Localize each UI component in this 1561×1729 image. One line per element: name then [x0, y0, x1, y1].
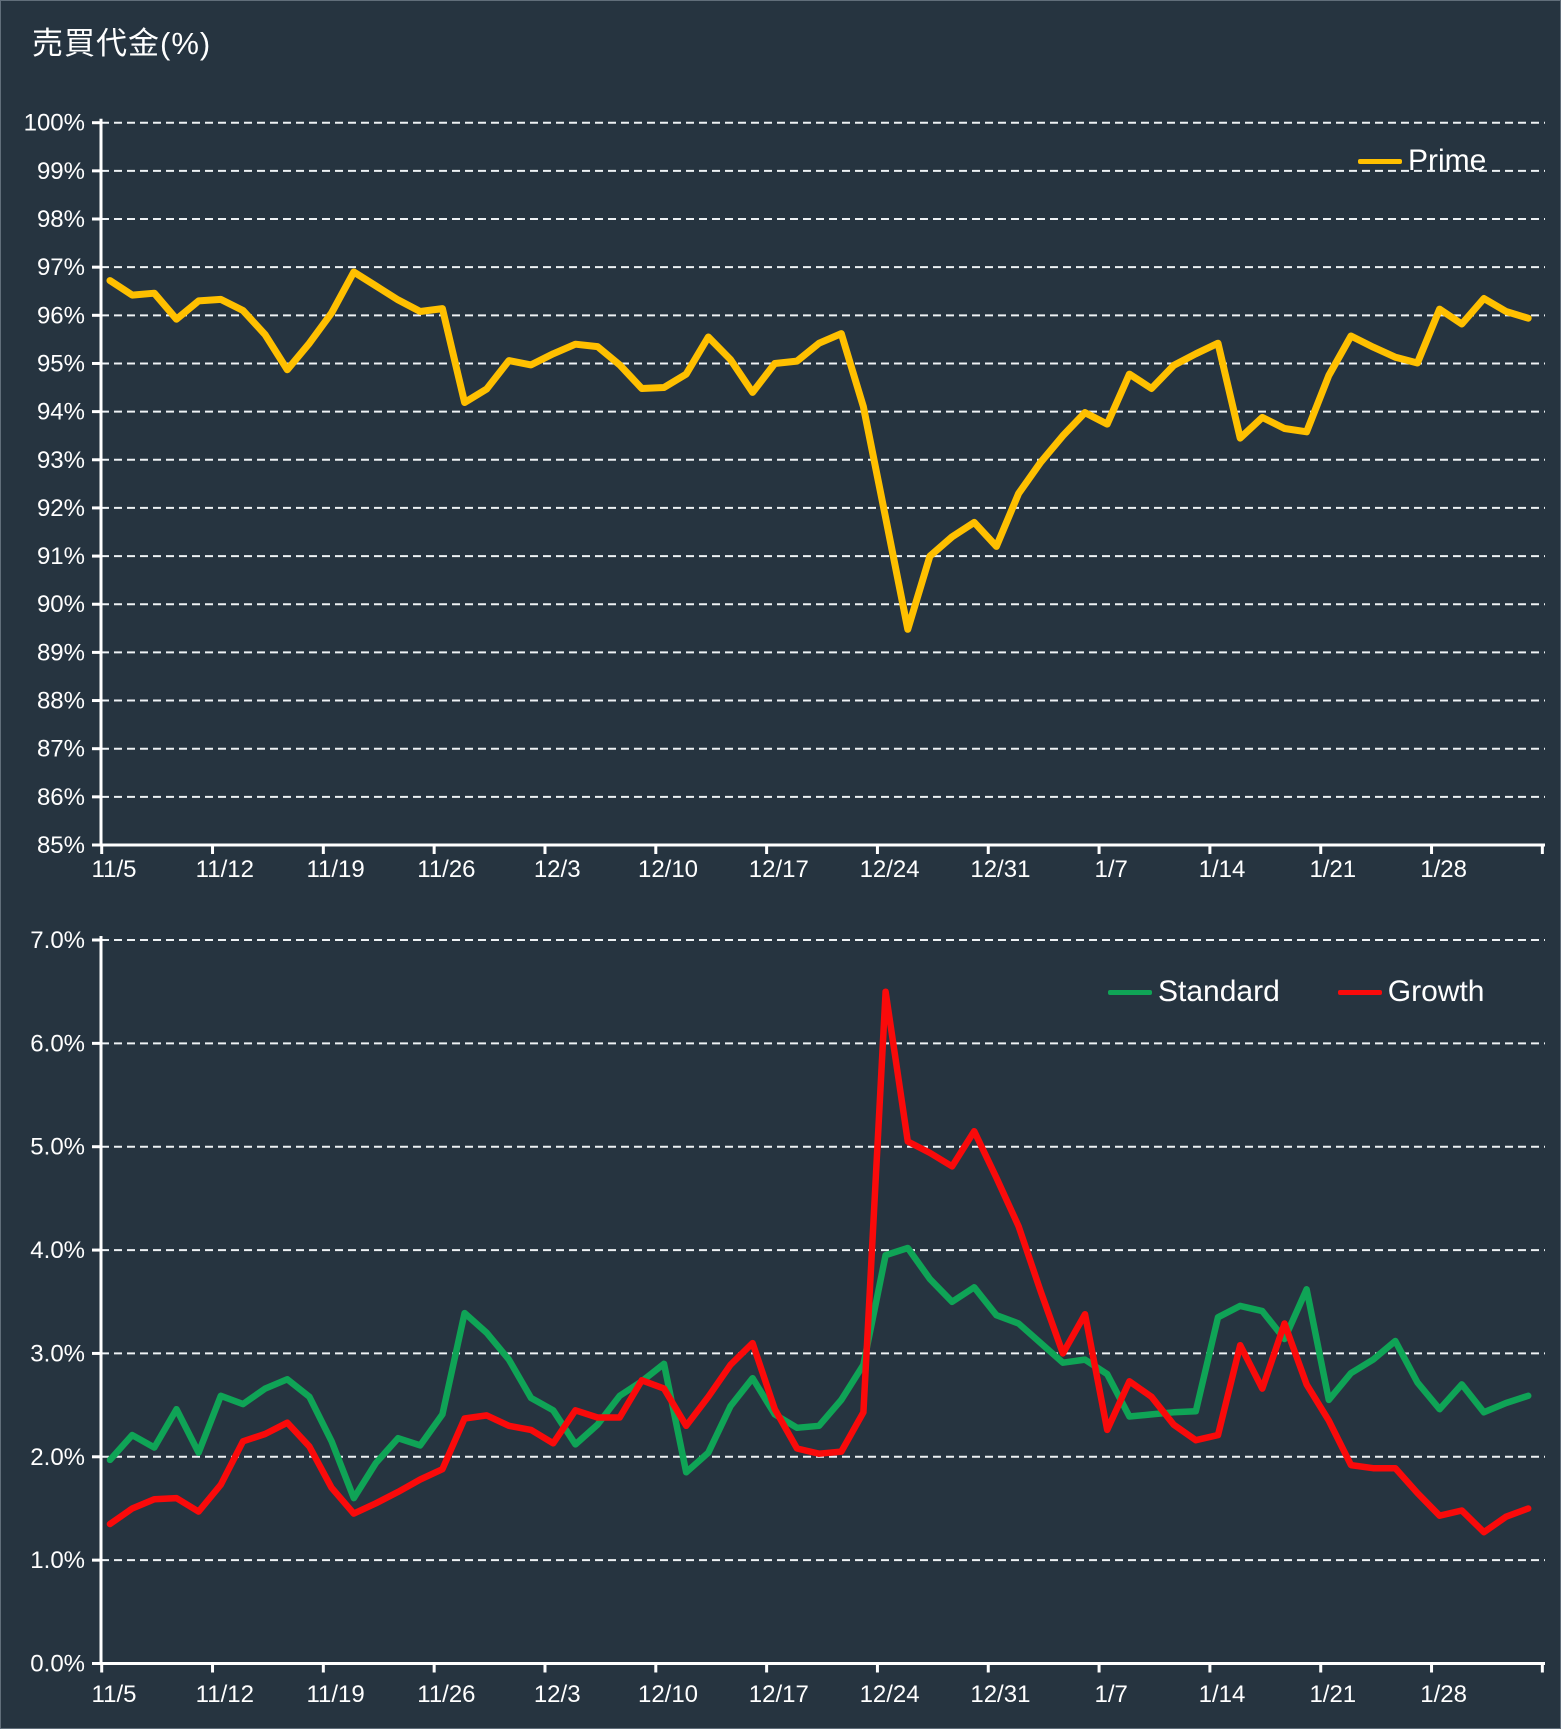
- y-axis-label: 99%: [37, 158, 85, 185]
- y-axis-label: 85%: [37, 832, 85, 859]
- x-axis-label: 11/26: [417, 1681, 475, 1708]
- x-axis-label: 1/7: [1095, 1681, 1128, 1708]
- y-axis-label: 86%: [37, 784, 85, 811]
- y-axis-label: 98%: [37, 206, 85, 233]
- x-axis-label: 12/10: [638, 1681, 698, 1708]
- x-axis-label: 11/5: [92, 1681, 137, 1708]
- y-axis-label: 7.0%: [30, 927, 85, 954]
- legend-standard-label: Standard: [1158, 975, 1280, 1008]
- x-axis-label: 11/12: [196, 1681, 254, 1708]
- x-axis-label: 1/14: [1199, 1681, 1246, 1708]
- x-axis-label: 12/24: [860, 1681, 920, 1708]
- x-axis-label: 1/28: [1420, 856, 1467, 883]
- y-axis-label: 4.0%: [30, 1237, 85, 1264]
- x-axis-label: 11/12: [196, 856, 254, 883]
- x-axis-label: 1/7: [1095, 856, 1128, 883]
- prime-chart: 100% 99% 98% 97% 96% 95% 94% 93% 92% 91% 90% 89% 88%…: [24, 110, 1545, 883]
- standard-growth-chart: 7.0% 6.0% 5.0% 4.0% 3.0% 2.0% 1.0% 0.0% 11/5 11/1…: [30, 927, 1545, 1708]
- y-axis-label: 6.0%: [30, 1030, 85, 1057]
- x-axis-label: 1/21: [1309, 856, 1356, 883]
- chart-title: 売買代金(%): [32, 26, 212, 61]
- x-axis-label: 11/26: [417, 856, 475, 883]
- y-axis-label: 2.0%: [30, 1444, 85, 1471]
- x-axis-label: 1/21: [1309, 1681, 1356, 1708]
- prime-line-icon: [1358, 158, 1402, 164]
- y-axis-label: 93%: [37, 447, 85, 474]
- x-axis-label: 12/3: [534, 1681, 581, 1708]
- y-axis-label: 1.0%: [30, 1547, 85, 1574]
- growth-line-icon: [1337, 989, 1382, 995]
- legend-standard-item: Standard: [1108, 977, 1280, 1007]
- growth-series-line: [106, 988, 1532, 1536]
- x-axis-label: 1/14: [1199, 856, 1246, 883]
- y-axis-label: 90%: [37, 591, 85, 618]
- y-axis-label: 89%: [37, 639, 85, 666]
- y-axis-label: 88%: [37, 688, 85, 715]
- y-axis-label: 0.0%: [30, 1651, 85, 1678]
- y-axis-label: 97%: [37, 254, 85, 281]
- legend-standard-growth: Standard Growth: [1108, 977, 1484, 1007]
- legend-growth-label: Growth: [1387, 975, 1485, 1008]
- y-axis-label: 96%: [37, 302, 85, 329]
- x-axis-label: 12/3: [534, 856, 581, 883]
- x-axis-label: 12/31: [970, 856, 1030, 883]
- y-axis-label: 94%: [37, 399, 85, 426]
- x-axis-label: 11/5: [92, 856, 137, 883]
- standard-line-icon: [1108, 989, 1152, 995]
- x-axis-label: 12/17: [749, 856, 809, 883]
- y-axis-label: 95%: [37, 350, 85, 377]
- y-axis-label: 92%: [37, 495, 85, 522]
- x-axis-label: 12/24: [860, 856, 920, 883]
- y-axis-label: 91%: [37, 543, 85, 570]
- y-axis-label: 5.0%: [30, 1134, 85, 1161]
- legend-prime-label: Prime: [1408, 144, 1487, 177]
- y-axis-label: 87%: [37, 736, 85, 763]
- legend-growth-item: Growth: [1337, 975, 1485, 1008]
- y-axis-label: 100%: [24, 110, 85, 137]
- y-axis-label: 3.0%: [30, 1340, 85, 1367]
- x-axis-label: 1/28: [1420, 1681, 1467, 1708]
- legend-prime: Prime: [1358, 146, 1486, 176]
- x-axis-label: 12/31: [970, 1681, 1030, 1708]
- prime-series-line: [106, 268, 1532, 633]
- x-axis-label: 11/19: [306, 1681, 364, 1708]
- x-axis-label: 11/19: [306, 856, 364, 883]
- x-axis-label: 12/17: [749, 1681, 809, 1708]
- x-axis-label: 12/10: [638, 856, 698, 883]
- standard-series-line: [106, 1244, 1532, 1502]
